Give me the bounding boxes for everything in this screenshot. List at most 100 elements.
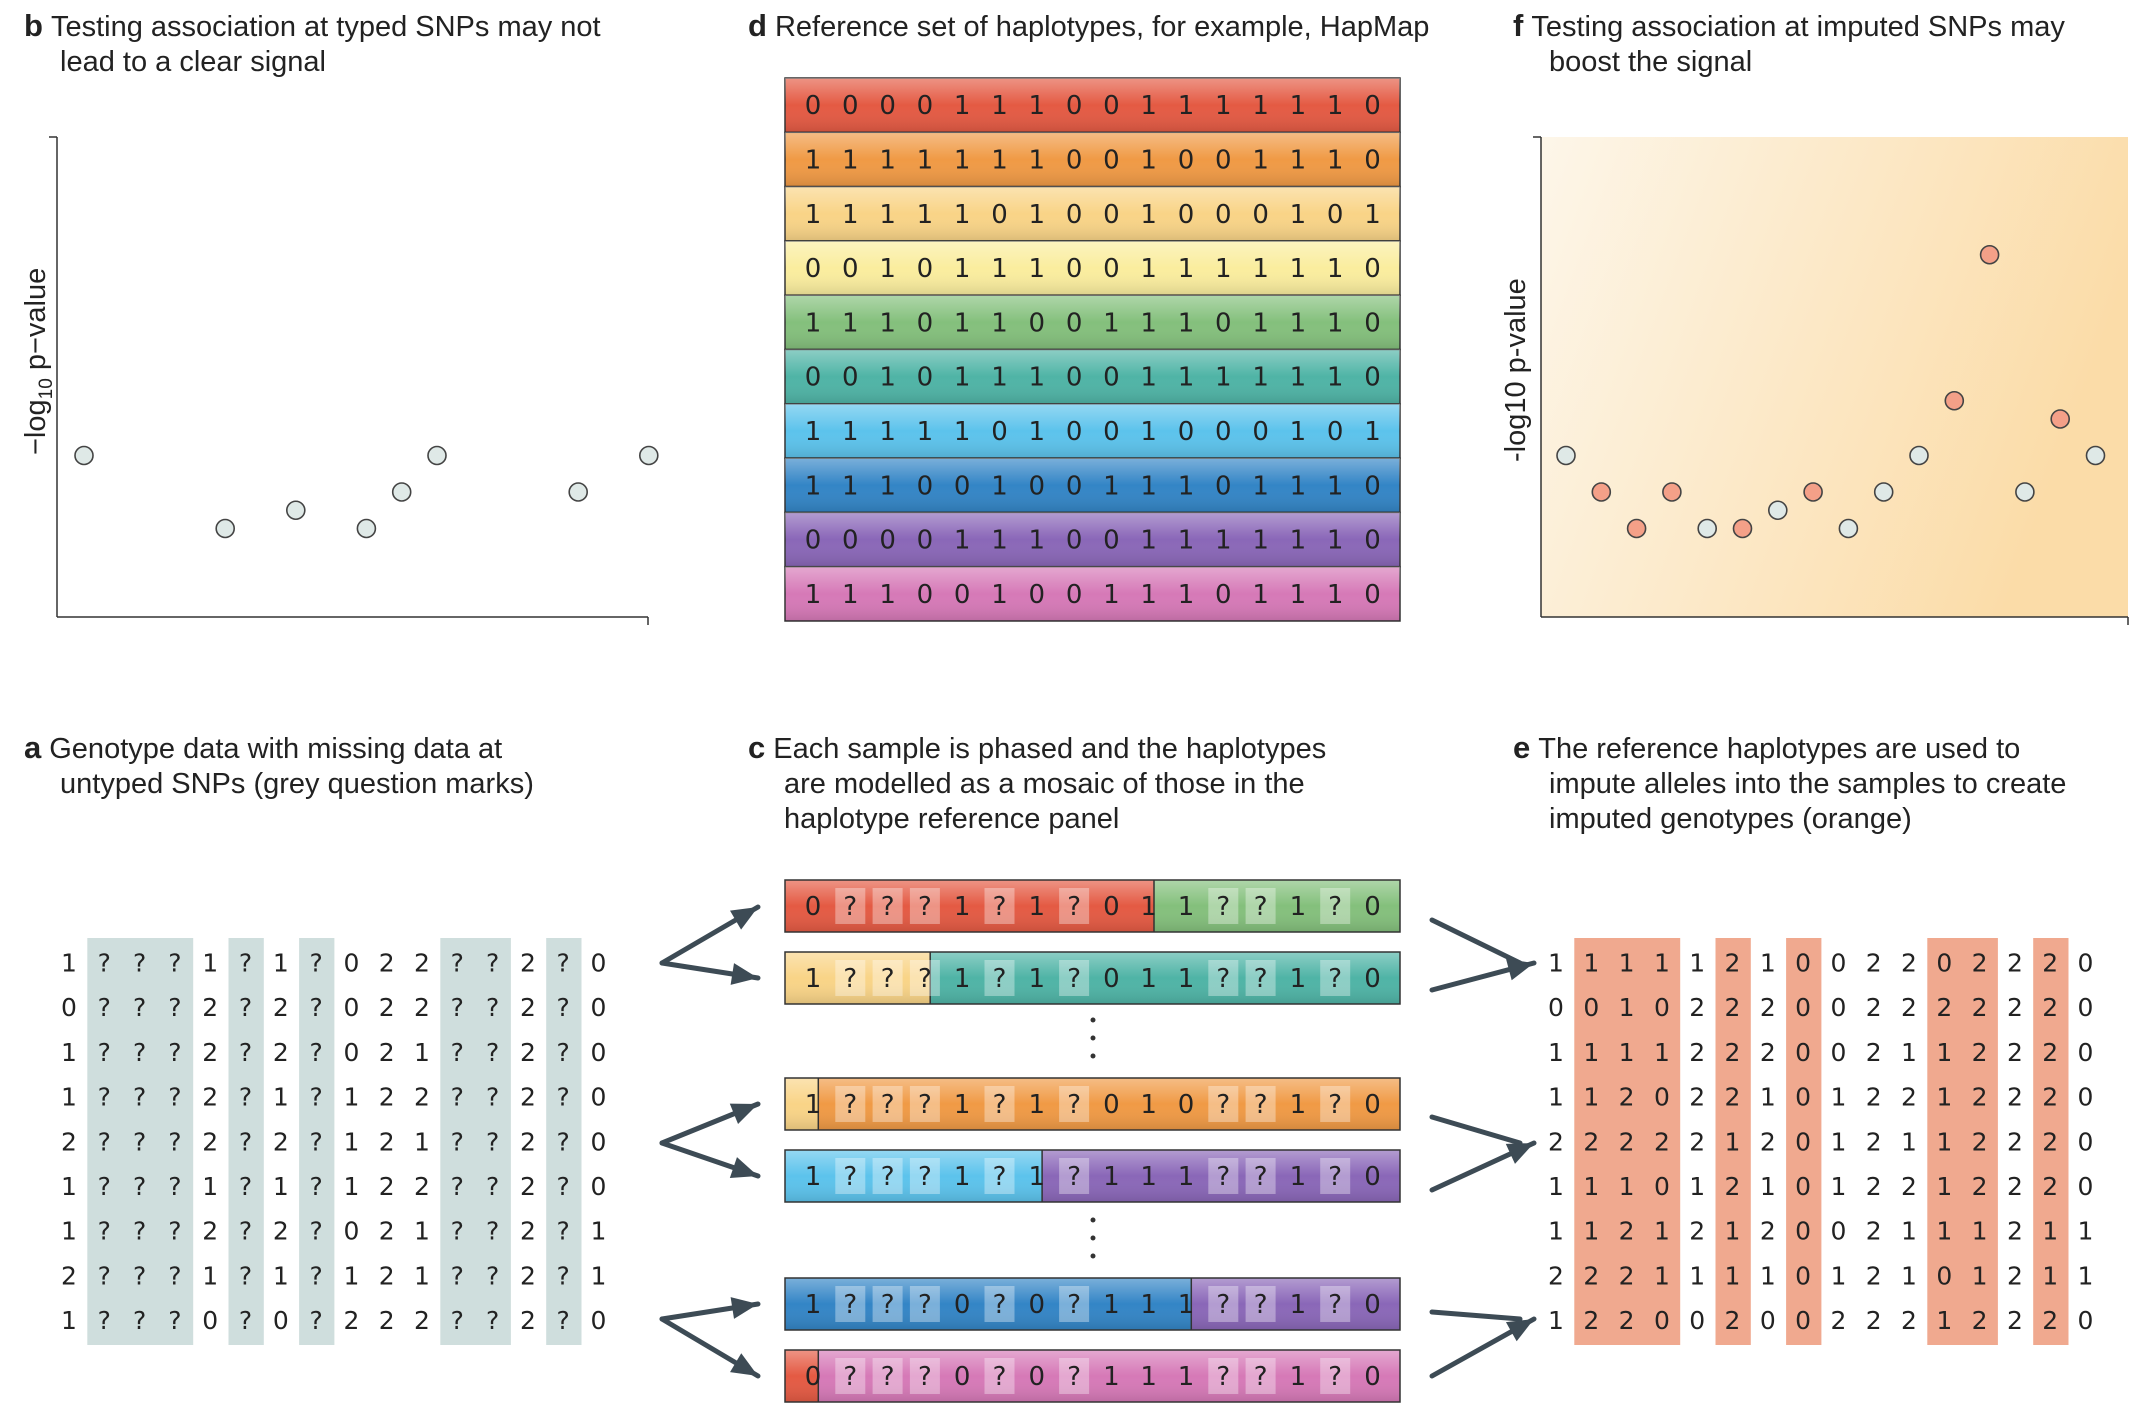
imputed-genotype-cell: 2 (2042, 1038, 2058, 1067)
reference-allele: 1 (842, 145, 859, 175)
mosaic-cell: 1 (954, 964, 971, 994)
reference-allele: 1 (805, 417, 822, 447)
reference-allele: 1 (1327, 91, 1344, 121)
missing-genotype-cell: ? (557, 1217, 570, 1246)
imputed-genotype-cell: 2 (1619, 1127, 1635, 1156)
reference-allele: 1 (879, 145, 896, 175)
missing-genotype-cell: ? (133, 993, 146, 1022)
missing-genotype-cell: 1 (414, 1127, 430, 1156)
plot-f-imputed-point (1803, 482, 1823, 502)
missing-genotype-cell: 0 (591, 949, 607, 978)
reference-allele: 1 (1290, 471, 1307, 501)
panel-b-title: b Testing association at typed SNPs may n… (24, 8, 601, 80)
mosaic-cell: 1 (1178, 964, 1195, 994)
reference-allele: 1 (1364, 200, 1381, 230)
missing-genotype-cell: ? (98, 1038, 111, 1067)
mosaic-cell: ? (918, 1290, 932, 1320)
ellipsis-dot (1090, 1053, 1096, 1059)
missing-genotype-cell: ? (133, 1261, 146, 1290)
missing-genotype-cell: 2 (202, 1217, 218, 1246)
reference-allele: 1 (991, 471, 1008, 501)
imputed-genotype-cell: 2 (1866, 1038, 1882, 1067)
plot-b-typed-point (638, 445, 659, 466)
missing-genotype-cell: 2 (273, 993, 289, 1022)
mosaic-missing-cell (835, 888, 866, 924)
imputed-genotype-cell: 1 (1654, 949, 1670, 978)
missing-genotype-cell: 1 (61, 1083, 77, 1112)
imputed-genotype-cell: 2 (1548, 1261, 1564, 1290)
missing-genotype-cell: 2 (520, 1306, 536, 1335)
panel-b-title-line2: lead to a clear signal (60, 46, 326, 78)
mosaic-cell: ? (1328, 892, 1342, 922)
reference-allele: 1 (917, 200, 934, 230)
mosaic-missing-cell (1059, 1358, 1090, 1394)
reference-allele: 0 (1066, 145, 1083, 175)
reference-allele: 1 (954, 308, 971, 338)
panel-a-letter: a (24, 730, 42, 765)
reference-allele: 0 (1364, 145, 1381, 175)
missing-genotype-cell: 2 (343, 1306, 359, 1335)
imputed-genotype-cell: 0 (2078, 993, 2094, 1022)
reference-allele: 0 (1066, 471, 1083, 501)
reference-allele: 0 (805, 91, 822, 121)
reference-allele: 1 (1290, 145, 1307, 175)
mosaic-missing-cell (909, 888, 940, 924)
imputed-genotype-cell: 1 (1548, 1038, 1564, 1067)
plot-f-typed-point (2015, 482, 2035, 502)
missing-genotype-cell: ? (486, 1038, 499, 1067)
reference-allele: 0 (917, 471, 934, 501)
missing-genotype-cell: 2 (202, 1083, 218, 1112)
reference-allele: 1 (879, 417, 896, 447)
reference-allele: 1 (954, 200, 971, 230)
mosaic-cell: ? (1067, 964, 1081, 994)
reference-allele: 1 (879, 363, 896, 393)
missing-genotype-cell: ? (486, 1172, 499, 1201)
missing-genotype-cell: ? (239, 1217, 252, 1246)
mosaic-cell: 0 (805, 892, 822, 922)
imputed-genotype-cell: 2 (1619, 1261, 1635, 1290)
mosaic-cell: 1 (1140, 964, 1157, 994)
mosaic-missing-cell (984, 1158, 1015, 1194)
imputed-genotype-cell: 1 (2042, 1217, 2058, 1246)
reference-allele: 1 (954, 526, 971, 556)
imputed-genotype-cell: 1 (1936, 1172, 1952, 1201)
reference-allele: 1 (1178, 254, 1195, 284)
plot-b-typed-point (568, 482, 589, 502)
missing-genotype-cell: 2 (414, 993, 430, 1022)
reference-allele: 0 (1178, 417, 1195, 447)
mosaic-cell: 1 (1140, 892, 1157, 922)
imputed-genotype-cell: 2 (2042, 949, 2058, 978)
missing-genotype-cell: ? (133, 1217, 146, 1246)
mosaic-missing-cell (835, 1286, 866, 1322)
panel-c-title: c Each sample is phased and the haplotype… (748, 730, 1326, 837)
reference-allele: 1 (1140, 471, 1157, 501)
mosaic-cell: 1 (1290, 1290, 1307, 1320)
reference-allele: 1 (1290, 363, 1307, 393)
reference-allele: 1 (1140, 200, 1157, 230)
mosaic-cell: 1 (1029, 964, 1046, 994)
imputed-genotype-cell: 2 (1830, 1306, 1846, 1335)
reference-allele: 0 (1252, 417, 1269, 447)
reference-haplotype-shine (785, 132, 1400, 187)
imputed-genotype-cell: 1 (1689, 1261, 1705, 1290)
plot-b-typed-point (356, 518, 377, 539)
imputed-genotype-cell: 2 (2007, 993, 2023, 1022)
reference-haplotype-shine (785, 186, 1400, 241)
reference-allele: 1 (1178, 363, 1195, 393)
mosaic-cell: 1 (1178, 1162, 1195, 1192)
imputed-genotype-cell: 2 (1936, 993, 1952, 1022)
missing-genotype-cell: ? (557, 1083, 570, 1112)
missing-genotype-cell: 0 (591, 1306, 607, 1335)
reference-allele: 0 (917, 363, 934, 393)
reference-allele: 0 (842, 254, 859, 284)
reference-allele: 0 (1215, 200, 1232, 230)
reference-allele: 1 (1252, 471, 1269, 501)
imputed-genotype-cell: 0 (1795, 1038, 1811, 1067)
missing-genotype-cell: 2 (379, 1127, 395, 1156)
mosaic-missing-cell (1208, 888, 1239, 924)
imputed-genotype-cell: 1 (1972, 1261, 1988, 1290)
missing-genotype-cell: ? (451, 1127, 464, 1156)
mosaic-haplotype-row: 0??? 1? 1? 0 1 1?? 1? 0 (784, 879, 1401, 933)
missing-genotype-cell: 0 (591, 993, 607, 1022)
